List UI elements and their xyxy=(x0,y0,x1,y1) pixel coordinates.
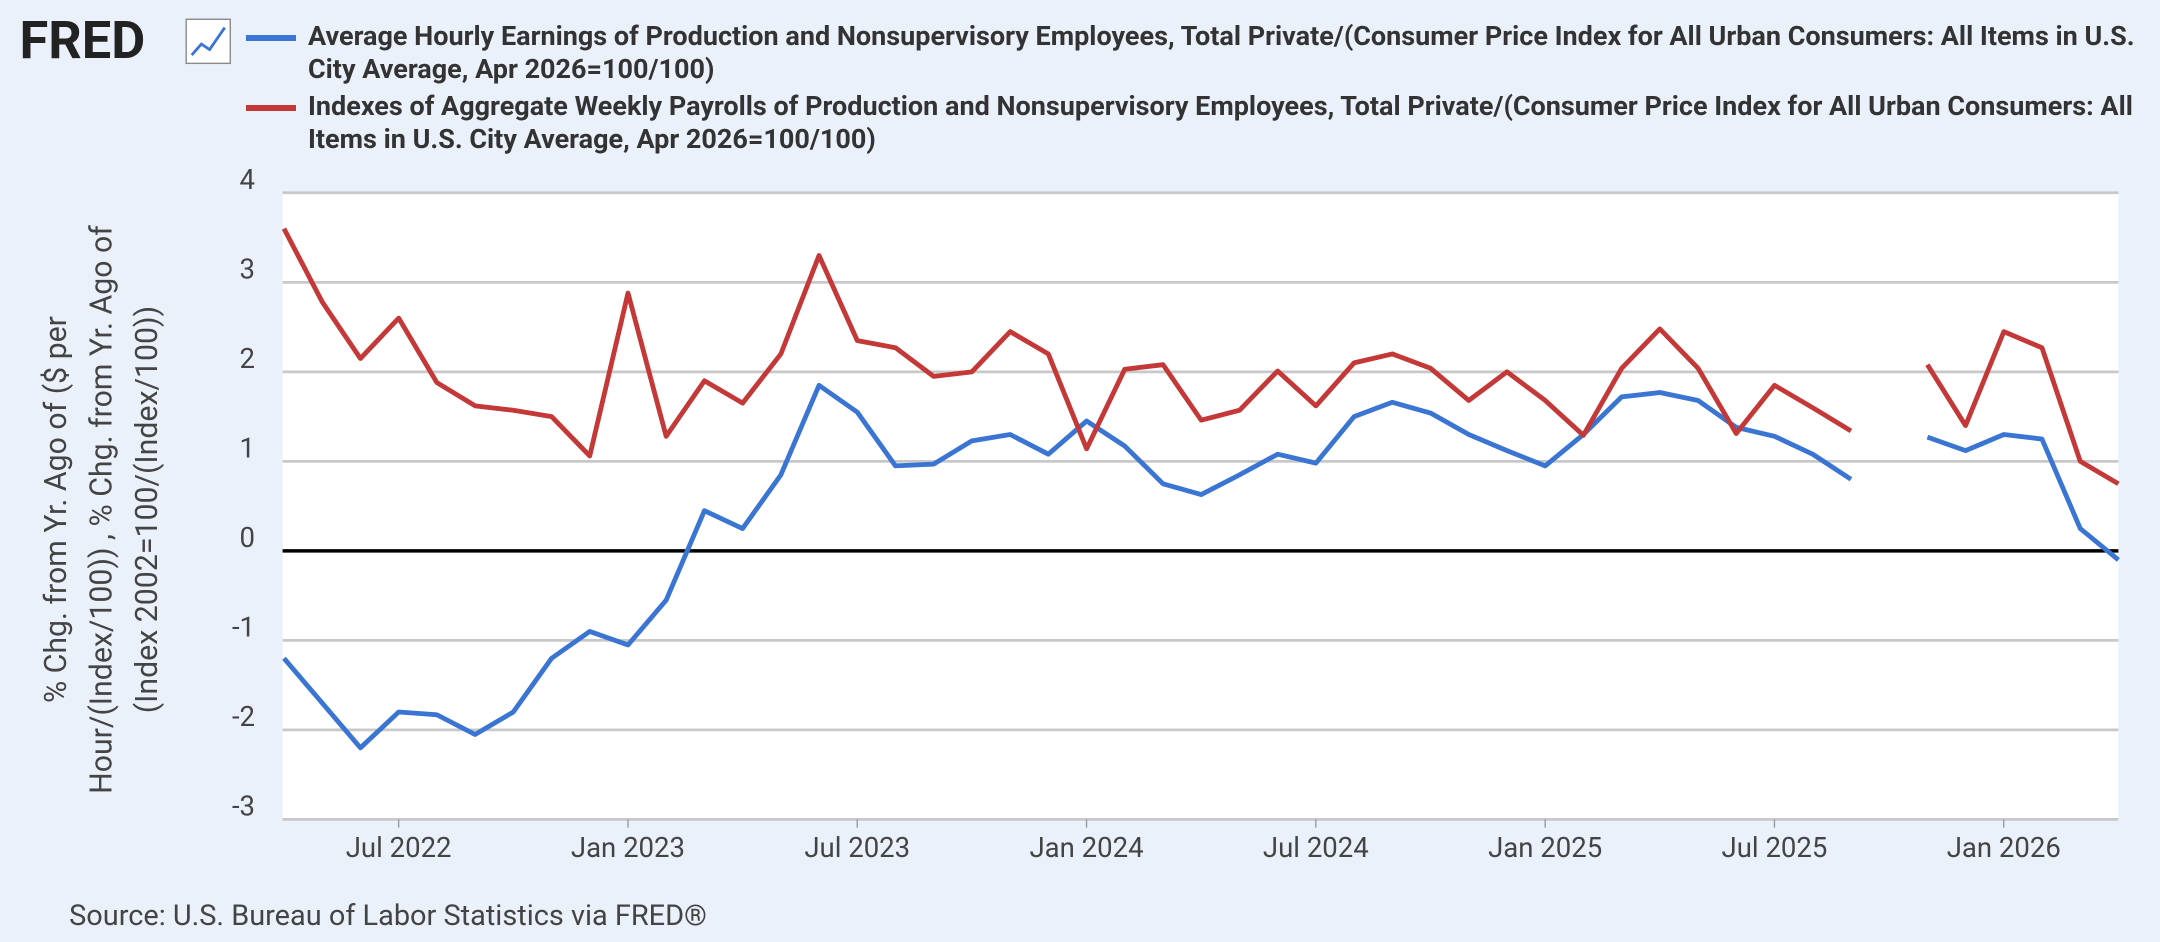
legend-label: Indexes of Aggregate Weekly Payrolls of … xyxy=(308,90,2133,155)
y-tick-label: 2 xyxy=(240,342,255,375)
y-axis-label-line: % Chg. from Yr. Ago of ($ per xyxy=(39,316,74,703)
x-tick-label: Jul 2025 xyxy=(1722,831,1828,864)
y-axis-label-line: Hour/(Index/100)) , % Chg. from Yr. Ago … xyxy=(85,225,120,794)
logo-icon-line xyxy=(190,26,226,56)
y-tick-label: -2 xyxy=(232,700,255,733)
logo-icon xyxy=(185,18,231,65)
plot-area xyxy=(282,192,2119,820)
legend-item: Indexes of Aggregate Weekly Payrolls of … xyxy=(246,90,2146,156)
x-tick-label: Jul 2022 xyxy=(346,831,452,864)
line-series xyxy=(281,227,2120,486)
x-tick-label: Jul 2023 xyxy=(804,831,910,864)
x-tick-label: Jan 2025 xyxy=(1488,831,1602,864)
x-tick-label: Jan 2023 xyxy=(571,831,685,864)
x-tick-label: Jan 2024 xyxy=(1029,831,1143,864)
x-tick-label: Jul 2024 xyxy=(1263,831,1369,864)
source: Source: U.S. Bureau of Labor Statistics … xyxy=(69,899,707,933)
y-tick-label: 1 xyxy=(240,432,255,465)
legend-label: Average Hourly Earnings of Production an… xyxy=(308,20,2135,85)
legend-item: Average Hourly Earnings of Production an… xyxy=(246,20,2146,86)
y-tick-label: 4 xyxy=(240,163,255,196)
y-tick-label: 0 xyxy=(240,521,255,554)
legend-swatch xyxy=(246,105,296,111)
y-tick-label: -3 xyxy=(232,790,255,823)
legend: Average Hourly Earnings of Production an… xyxy=(246,20,2146,160)
y-axis-label: % Chg. from Yr. Ago of ($ per Hour/(Index… xyxy=(39,225,165,794)
y-tick-label: 3 xyxy=(240,253,255,286)
logo: FRED xyxy=(20,9,146,71)
legend-swatch xyxy=(246,35,296,41)
y-tick-label: -1 xyxy=(232,611,255,644)
x-tick-label: Jan 2026 xyxy=(1947,831,2061,864)
y-axis-label-line: (Index 2002=100/(Index/100)) xyxy=(130,306,165,713)
